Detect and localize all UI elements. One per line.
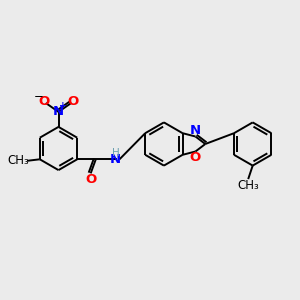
Text: CH₃: CH₃	[7, 154, 29, 167]
Text: +: +	[59, 101, 67, 110]
Text: O: O	[39, 95, 50, 108]
Text: O: O	[85, 173, 96, 187]
Text: O: O	[67, 95, 78, 108]
Text: N: N	[110, 153, 121, 166]
Text: O: O	[190, 151, 201, 164]
Text: N: N	[190, 124, 201, 137]
Text: N: N	[53, 105, 64, 119]
Text: CH₃: CH₃	[237, 179, 259, 192]
Text: −: −	[34, 90, 44, 103]
Text: H: H	[112, 148, 119, 158]
